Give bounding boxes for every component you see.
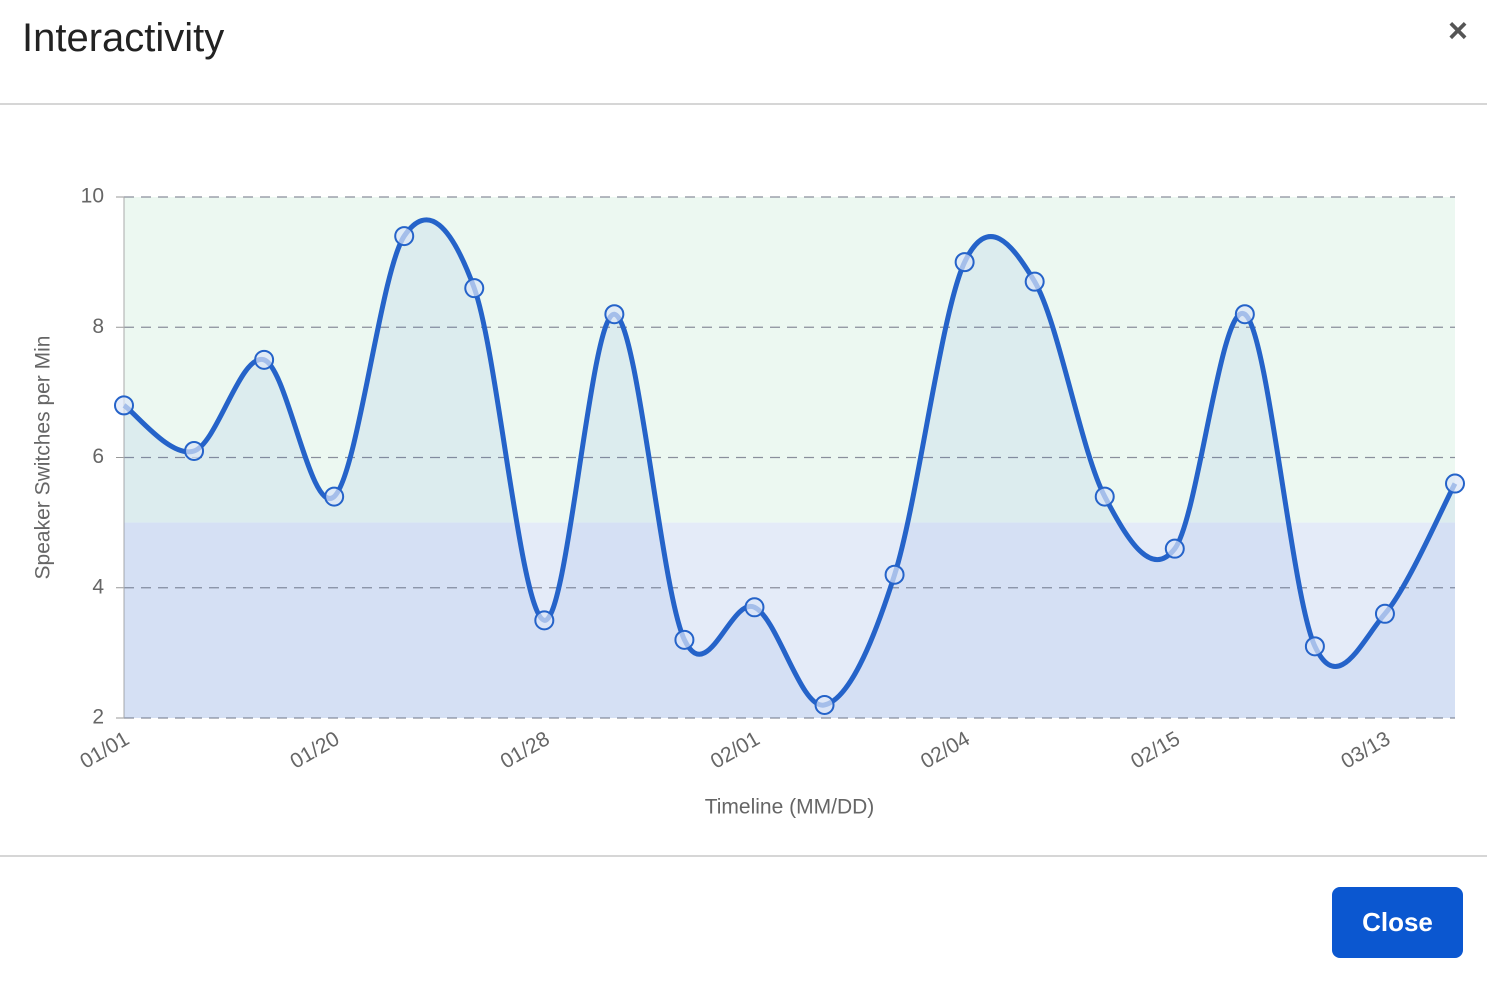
x-tick-label: 01/20 — [286, 727, 343, 773]
close-button[interactable]: Close — [1332, 887, 1463, 958]
point — [1234, 304, 1255, 325]
point — [1374, 603, 1395, 624]
point — [184, 440, 205, 461]
point — [534, 610, 555, 631]
point — [1164, 538, 1185, 559]
point — [1094, 486, 1115, 507]
point — [954, 252, 975, 273]
point — [464, 278, 485, 299]
y-tick-label: 10 — [81, 185, 104, 208]
point — [1445, 473, 1465, 494]
chart: 2 4 6 8 10 01/01 01/20 01/28 02/01 02/04 02/15 03/1… — [32, 185, 1465, 819]
y-tick-label: 2 — [92, 706, 104, 729]
y-tick-label: 8 — [92, 315, 104, 338]
x-tick-label: 01/28 — [497, 727, 554, 773]
x-tick-label: 02/15 — [1127, 727, 1184, 773]
close-icon[interactable]: × — [1448, 12, 1468, 50]
divider — [0, 103, 1487, 105]
point — [114, 395, 134, 416]
y-tick-label: 4 — [92, 575, 104, 598]
x-tick-label: 02/01 — [707, 727, 764, 773]
x-tick-label: 03/13 — [1337, 727, 1394, 773]
point — [814, 694, 835, 715]
area — [124, 219, 1455, 719]
point — [744, 597, 765, 618]
x-axis-title: Timeline (MM/DD) — [705, 796, 875, 819]
point — [254, 349, 275, 370]
divider — [0, 855, 1487, 857]
point — [394, 226, 415, 247]
point — [884, 564, 905, 585]
point — [1024, 271, 1045, 292]
y-axis-title: Speaker Switches per Min — [32, 336, 55, 580]
band — [124, 522, 1455, 718]
point — [604, 304, 625, 325]
x-tick-label: 02/04 — [917, 727, 974, 773]
point — [324, 486, 345, 507]
y-tick-label: 6 — [92, 445, 104, 468]
x-tick-label: 01/01 — [76, 727, 133, 773]
point — [1304, 636, 1325, 657]
modal-title: Interactivity — [22, 16, 225, 60]
point — [674, 629, 695, 650]
